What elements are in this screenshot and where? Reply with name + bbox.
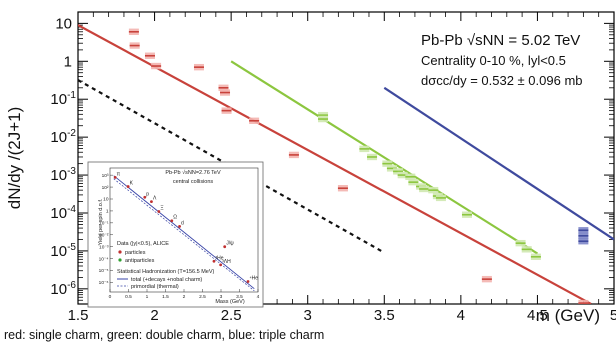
axis-ticks (77, 12, 615, 305)
inset-y-tick-label: 10² (102, 185, 109, 191)
y-tick-label: 1 (64, 53, 72, 70)
inset-particle-label: ⁴He (250, 276, 259, 282)
inset-x-tick-label: 3 (220, 294, 223, 300)
inset-particle-label: p (146, 191, 149, 197)
annotation-line-1: Pb-Pb √sNN = 5.02 TeV (421, 32, 580, 49)
inset-particle-label: Ξ (160, 205, 164, 211)
inset-data-point (178, 225, 181, 228)
inset-x-tick-label: 0 (109, 294, 112, 300)
inset-legend-model-heading: Statistical Hadronization (T=156.5 MeV) (117, 269, 215, 275)
inset-legend-antiparticles: antiparticles (125, 258, 155, 264)
inset-data-point (246, 280, 250, 283)
inset-chart: 0 0.5 1 1.5 2 2.5 3 3.5 4 10³ 10² 10 1 10⁻¹ 10⁻² 10⁻³ 10… (87, 161, 264, 308)
inset-y-tick-label: 10⁻⁶ (99, 280, 109, 286)
inset-x-tick-label: 4 (257, 294, 260, 300)
inset-total-line (113, 175, 255, 290)
y-tick-label: 10-2 (50, 128, 76, 146)
model-line (383, 86, 614, 241)
inset-data-point (223, 245, 227, 249)
inset-particle-label: ³He (215, 255, 223, 261)
inset-data-point (157, 210, 161, 213)
figure-caption: red: single charm, green: double charm, … (4, 328, 325, 342)
annotation-line-2: Centrality 0-10 %, lyl<0.5 (421, 53, 566, 68)
y-tick-label: 10-4 (50, 204, 76, 222)
inset-x-tick-label: 2 (183, 294, 186, 300)
model-line (230, 60, 539, 255)
plot-frame (77, 11, 615, 305)
x-tick-labels: 1.5 2 2.5 3 3.5 4 4.5 5 (68, 307, 616, 324)
x-tick-label: 1.5 (68, 307, 89, 324)
inset-y-label: Yield per spin d.o.f. (98, 198, 104, 245)
inset-legend-heading: Data (|y|<0.5), ALICE (117, 241, 169, 247)
annotation-line-3: dσcc/dy = 0.532 ± 0.096 mb (421, 73, 583, 88)
x-tick-label: 5 (610, 307, 616, 324)
inset-y-tick-label: 10⁻¹ (99, 221, 109, 227)
x-tick-label: 3 (304, 307, 312, 324)
inset-x-tick-label: 1.5 (162, 294, 169, 300)
y-tick-labels: 10 1 10-1 10-2 10-3 10-4 10-5 10-6 (50, 15, 76, 297)
inset-y-tick-label: 10 (103, 197, 109, 203)
inset-ticks: 0 0.5 1 1.5 2 2.5 3 3.5 4 10³ 10² 10 1 10⁻¹ 10⁻² 10⁻³ 10… (99, 167, 260, 300)
data-point-box (578, 299, 589, 304)
inset-particle-label: K (130, 181, 134, 187)
inset-y-tick-label: 10⁻² (99, 232, 109, 238)
inset-y-tick-label: 10³ (102, 173, 109, 179)
inset-particle-label: d (181, 220, 184, 226)
inset-data-point (212, 259, 216, 263)
inset-title-2: central collisions (173, 179, 214, 185)
inset-legend-antiparticles-marker (118, 258, 122, 262)
x-tick-label: 2 (150, 307, 158, 324)
inset-y-tick-label: 10⁻³ (99, 244, 109, 250)
inset-x-tick-label: 3.5 (236, 294, 243, 300)
inset-particle-label: ³ΛH (222, 259, 231, 265)
y-tick-label: 10-3 (50, 166, 76, 184)
inset-primordial-line (113, 178, 255, 292)
inset-y-tick-label: 1 (106, 209, 109, 215)
model-line (78, 79, 385, 254)
inset-data-point (150, 200, 153, 204)
inset-particle-label: J/ψ (226, 241, 234, 247)
inset-legend-primordial: primordial (thermal) (131, 284, 179, 290)
inset-y-tick-label: 10⁻⁵ (99, 268, 109, 274)
inset-title-1: Pb-Pb √sNN=2.76 TeV (165, 169, 221, 176)
inset-legend-total: total (+decays +nobal charm) (131, 277, 202, 283)
model-line (78, 24, 592, 304)
data-points (128, 28, 589, 304)
inset-data-point (126, 185, 130, 188)
inset-data-point (219, 263, 223, 267)
inset-particle-label: π (117, 171, 121, 177)
inset-x-tick-label: 1 (146, 294, 149, 300)
inset-model-lines (113, 175, 255, 292)
x-tick-label: 2.5 (221, 307, 242, 324)
inset-data-point (143, 195, 147, 199)
inset-particle-label: Ω (173, 215, 177, 221)
inset-data-points (113, 175, 250, 283)
inset-legend-particles-marker (118, 250, 122, 254)
inset-data-point (113, 175, 117, 179)
inset-x-tick-label: 2.5 (199, 294, 206, 300)
inset-x-tick-label: 0.5 (125, 294, 132, 300)
inset-particle-label: Λ (153, 196, 157, 202)
y-tick-label: 10-1 (50, 90, 76, 108)
inset-data-point (170, 219, 174, 223)
x-axis-label: m (GeV) (536, 306, 600, 325)
y-tick-label: 10-6 (50, 280, 76, 298)
model-lines (78, 24, 614, 304)
inset-background (87, 161, 264, 308)
x-tick-label: 4.5 (527, 307, 548, 324)
y-tick-label: 10-5 (50, 242, 76, 260)
y-tick-label: 10 (55, 15, 72, 32)
inset-y-tick-label: 10⁻⁴ (99, 256, 109, 262)
x-tick-label: 4 (457, 307, 465, 324)
inset-legend-particles: particles (125, 250, 146, 256)
inset-x-label: Mass (GeV) (215, 299, 245, 305)
x-tick-label: 3.5 (374, 307, 395, 324)
y-axis-label: dN/dy /(2J+1) (5, 107, 24, 210)
